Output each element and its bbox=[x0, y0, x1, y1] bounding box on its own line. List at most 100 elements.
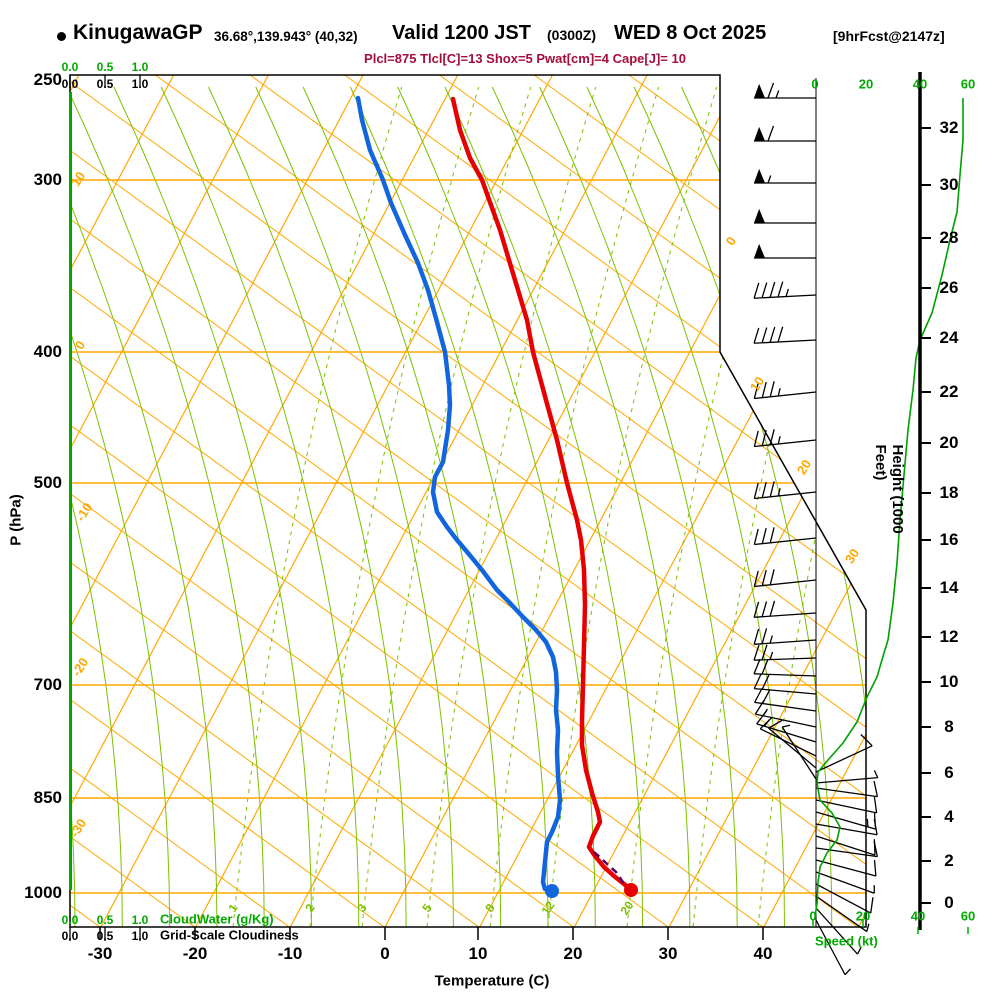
wind-barb-pennant bbox=[754, 208, 765, 223]
wind-barb-feather bbox=[753, 482, 759, 499]
wind-barb-feather bbox=[753, 570, 759, 587]
moist-adiabat-line bbox=[633, 86, 833, 927]
isotherm-line bbox=[195, 75, 648, 927]
wind-barb-feather bbox=[753, 430, 759, 447]
height-tick-label: 30 bbox=[939, 175, 959, 194]
wind-barb-feather bbox=[860, 734, 873, 747]
cloudiness-scale-value-bottom: 0.5 bbox=[96, 929, 114, 943]
speed-tick-label-bottom: 60 bbox=[960, 908, 976, 924]
wind-barb-feather bbox=[769, 569, 775, 585]
wind-barb-staff bbox=[815, 811, 876, 830]
wind-barb-feather bbox=[769, 281, 776, 298]
speed-tick-label-top: 20 bbox=[858, 76, 874, 92]
isotherm-line bbox=[479, 75, 866, 927]
wind-barb-feather bbox=[754, 700, 765, 715]
dewpoint-curve bbox=[355, 95, 563, 892]
wind-barb-feather bbox=[753, 327, 760, 344]
y-axis-title-pressure: P (hPa) bbox=[7, 494, 25, 546]
wind-barb-staff bbox=[815, 907, 858, 955]
height-tick-label: 10 bbox=[939, 672, 959, 691]
dry-adiabat-line bbox=[70, 75, 669, 927]
height-tick-label: 14 bbox=[939, 578, 959, 597]
wind-barb-feather bbox=[769, 481, 775, 497]
isotherm-line bbox=[70, 75, 364, 927]
cloudwater-scale-value-top: 0.0 bbox=[61, 60, 79, 74]
wind-speed-curve bbox=[814, 98, 964, 918]
height-tick-label: 4 bbox=[944, 807, 954, 826]
pressure-tick-label: 250 bbox=[33, 70, 62, 89]
wind-barb-staff bbox=[815, 835, 876, 856]
wind-barb-half-feather bbox=[844, 968, 851, 976]
mixing-ratio-line bbox=[626, 86, 797, 927]
wind-barb-feather bbox=[761, 282, 768, 299]
temperature-curve bbox=[450, 96, 634, 893]
pressure-tick-label: 850 bbox=[33, 788, 62, 807]
wind-barb-feather bbox=[767, 82, 775, 99]
height-tick-label: 6 bbox=[944, 763, 954, 782]
wind-barb-half-feather bbox=[777, 488, 781, 497]
dry-adiabat-line bbox=[70, 75, 866, 927]
wind-barb-feather bbox=[761, 674, 770, 690]
wind-barb-feather bbox=[769, 381, 775, 397]
wind-barb-half-feather bbox=[769, 635, 773, 644]
wind-barb-staff bbox=[754, 439, 817, 448]
temperature-tick-label: 20 bbox=[563, 944, 583, 963]
wind-barb-feather bbox=[769, 600, 776, 617]
plot-frame bbox=[69, 74, 867, 928]
speed-axis-title: Speed (kt) bbox=[815, 933, 878, 949]
background-grid bbox=[70, 75, 866, 927]
dry-adiabat-line bbox=[155, 75, 866, 927]
wind-barb-staff bbox=[815, 871, 875, 894]
dry-adiabat-line bbox=[70, 75, 866, 927]
wind-barb-staff bbox=[815, 883, 872, 914]
moist-adiabat-line bbox=[491, 86, 691, 927]
wind-barb-pennant bbox=[754, 168, 765, 183]
height-tick-label: 28 bbox=[939, 228, 959, 247]
speed-tick-label-top: 40 bbox=[912, 76, 928, 92]
dry-adiabat-line bbox=[70, 75, 866, 927]
speed-tick-label-bottom: 20 bbox=[855, 908, 871, 924]
wind-barb-pennant bbox=[754, 243, 765, 258]
wind-barb-pennant bbox=[754, 126, 765, 141]
valid-date: WED 8 Oct 2025 bbox=[614, 22, 767, 44]
height-tick-label: 16 bbox=[939, 530, 959, 549]
wind-barb-pennant bbox=[754, 83, 765, 98]
cloudwater-scale-title: CloudWater (g/Kg) bbox=[160, 911, 274, 927]
moist-adiabat-line bbox=[208, 86, 407, 927]
wind-barb-half-feather bbox=[866, 923, 870, 932]
wind-barb-feather bbox=[753, 601, 760, 618]
parcel-path-dashed bbox=[593, 851, 629, 889]
wind-barb-feather bbox=[767, 125, 775, 142]
wind-barb-staff bbox=[754, 657, 817, 661]
wind-barb-feather bbox=[753, 528, 759, 545]
wind-barb-feather bbox=[873, 840, 879, 857]
wind-barb-feather bbox=[761, 527, 767, 544]
height-tick-label: 26 bbox=[939, 278, 959, 297]
wind-barb-feather bbox=[873, 860, 877, 877]
wind-barb-staff bbox=[815, 776, 878, 784]
station-coordinates: 36.68°,139.943° (40,32) bbox=[214, 29, 358, 44]
isotherm-line bbox=[289, 75, 743, 927]
mixing-ratio-line bbox=[547, 86, 718, 927]
wind-barb-staff bbox=[754, 612, 817, 618]
cloudiness-scale-value-top: 1.0 bbox=[131, 77, 149, 91]
wind-barb-staff bbox=[781, 726, 817, 780]
wind-barb-feather bbox=[769, 429, 775, 445]
forecast-hour: [9hrFcst@2147z] bbox=[833, 28, 945, 44]
wind-barb-staff bbox=[754, 673, 817, 677]
wind-barb-staff bbox=[815, 847, 878, 858]
moist-adiabat-line bbox=[160, 86, 360, 927]
wind-barb-feather bbox=[761, 628, 768, 644]
isotherm-line bbox=[384, 75, 838, 927]
dry-adiabat-line bbox=[70, 75, 858, 927]
wind-barb-staff bbox=[815, 787, 878, 798]
moist-adiabat-line bbox=[70, 86, 218, 927]
cloudiness-scale-title: Grid-Scale Cloudiness bbox=[160, 927, 299, 943]
mixing-ratio-line bbox=[309, 86, 480, 927]
cloudwater-scale-value-bottom: 0.5 bbox=[96, 913, 114, 927]
wind-barb-staff bbox=[815, 745, 873, 773]
wind-barb-staff bbox=[754, 391, 817, 400]
wind-barb-feather bbox=[754, 687, 763, 703]
station-name: KinugawaGP bbox=[73, 21, 203, 44]
moist-adiabat-line bbox=[349, 86, 549, 927]
